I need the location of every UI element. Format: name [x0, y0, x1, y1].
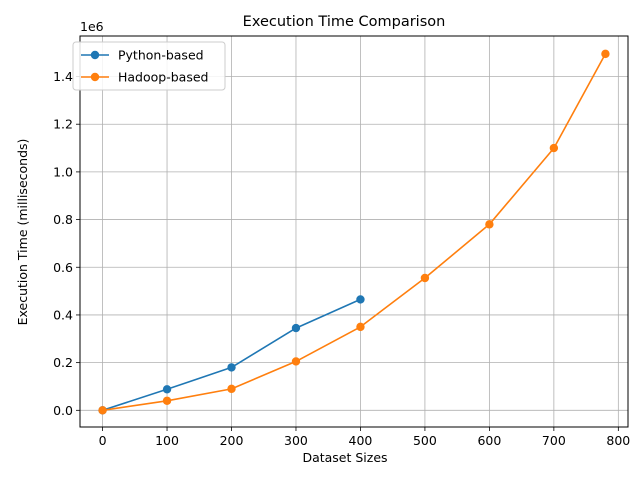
series-2 — [98, 49, 610, 415]
data-point — [98, 406, 107, 415]
x-tick-label: 500 — [413, 433, 437, 448]
data-point — [356, 295, 365, 304]
data-point — [291, 357, 301, 366]
grid — [80, 36, 628, 427]
y-tick-label: 0.6 — [53, 260, 73, 275]
data-point — [601, 49, 610, 59]
x-tick-label: 0 — [99, 433, 107, 448]
x-tick-label: 800 — [606, 433, 630, 448]
data-point — [549, 143, 559, 153]
x-axis-label: Dataset Sizes — [302, 450, 387, 465]
legend-marker — [90, 72, 100, 82]
data-point — [420, 273, 430, 283]
y-tick-label: 1.4 — [53, 69, 73, 84]
series-layer — [98, 49, 610, 415]
data-point — [227, 363, 236, 372]
data-point — [291, 323, 301, 333]
x-tick-label: 400 — [349, 433, 373, 448]
data-point — [356, 322, 365, 332]
y-axis-label: Execution Time (milliseconds) — [15, 139, 30, 326]
legend-label: Python-based — [118, 48, 204, 63]
x-tick-label: 200 — [220, 433, 244, 448]
data-point — [227, 384, 236, 394]
data-point — [162, 385, 172, 394]
legend-marker — [90, 50, 100, 60]
chart-title: Execution Time Comparison — [243, 14, 446, 30]
axis-ticks: 0 100 200 300 400 500 600 700 800 0.0 0.2 0.4 0.6 0.8… — [53, 69, 630, 448]
x-tick-label: 700 — [542, 433, 566, 448]
x-tick-label: 600 — [477, 433, 501, 448]
y-tick-label: 1.0 — [53, 164, 73, 179]
legend-box — [72, 41, 226, 91]
legend-label: Hadoop-based — [118, 70, 208, 85]
y-tick-label: 0.4 — [53, 307, 73, 322]
x-tick-label: 300 — [284, 433, 308, 448]
y-tick-label: 0.2 — [53, 355, 73, 370]
x-tick-label: 100 — [155, 433, 179, 448]
y-tick-label: 0.8 — [53, 212, 73, 227]
plot-area-frame — [79, 35, 629, 428]
y-offset-label: 1e6 — [80, 19, 104, 34]
data-point — [485, 220, 494, 229]
legend: Python-based Hadoop-based — [72, 41, 226, 91]
data-point — [162, 396, 172, 405]
y-tick-label: 0.0 — [53, 403, 73, 418]
y-tick-label: 1.2 — [53, 117, 73, 132]
